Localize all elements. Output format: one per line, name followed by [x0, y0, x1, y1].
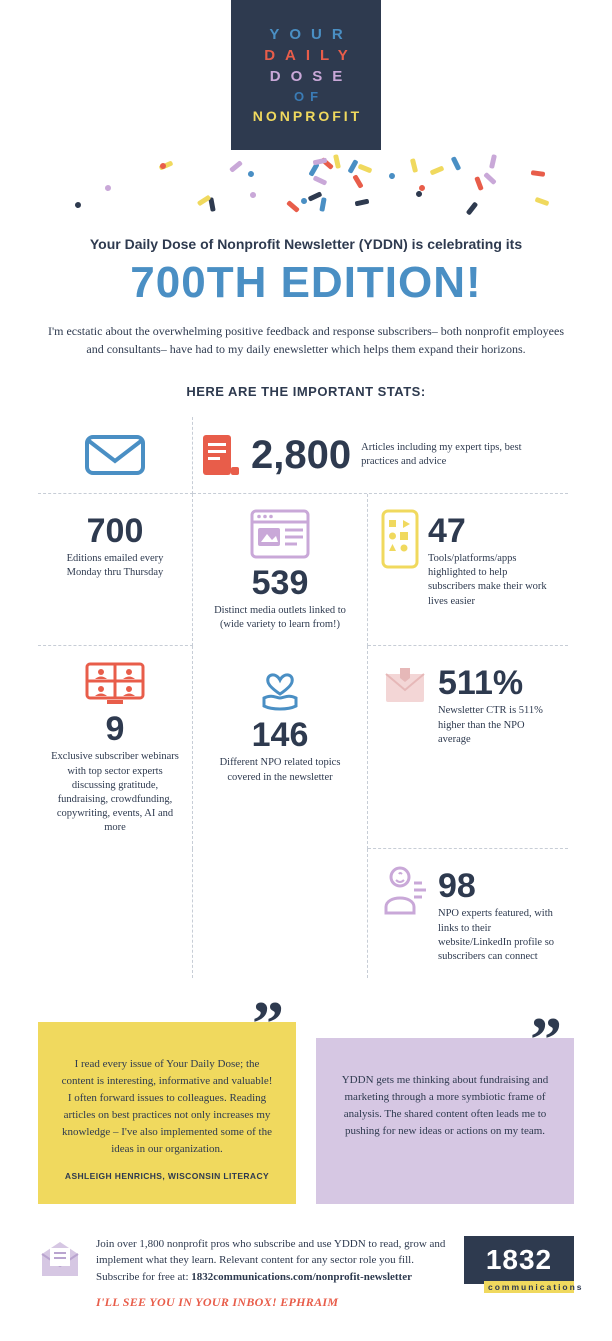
stat-tools-value: 47 [428, 514, 556, 548]
logo-word-nonprofit: NONPROFIT [250, 108, 362, 124]
logo-word-dose: DOSE [260, 68, 353, 85]
phone-apps-icon [380, 508, 420, 570]
stat-experts-value: 98 [438, 869, 556, 903]
stat-outlets-value: 539 [205, 566, 355, 600]
confetti-decor [38, 158, 574, 218]
stat-editions-text: Editions emailed every Monday thru Thurs… [50, 552, 180, 580]
stat-topics-text: Different NPO related topics covered in … [205, 756, 355, 784]
spacer-b [193, 849, 368, 978]
logo-box: YOUR DAILY DOSE OF NONPROFIT [231, 0, 381, 150]
person-icon [380, 863, 430, 917]
browser-icon [205, 508, 355, 560]
stat-experts-text: NPO experts featured, with links to thei… [438, 907, 556, 964]
stats-grid: 2,800 Articles including my expert tips,… [38, 417, 574, 978]
footer-row: Join over 1,800 nonprofit pros who subsc… [38, 1236, 574, 1312]
stat-tools: 47 Tools/platforms/apps highlighted to h… [368, 494, 568, 646]
stat-ctr-value: 511% [438, 666, 556, 700]
stat-topics: 146 Different NPO related topics covered… [193, 646, 368, 849]
mail-heart-icon [380, 660, 430, 710]
testimonial-1-text: I read every issue of Your Daily Dose; t… [60, 1056, 274, 1158]
logo-word-your: YOUR [259, 26, 352, 43]
footer-text: Join over 1,800 nonprofit pros who subsc… [96, 1236, 450, 1312]
brand-number: 1832 [464, 1236, 574, 1284]
signoff-line: I'LL SEE YOU IN YOUR INBOX! EPHRAIM [96, 1293, 450, 1311]
logo-word-daily: DAILY [254, 47, 358, 64]
spacer-a [38, 849, 193, 978]
stat-webinars: 9 Exclusive subscriber webinars with top… [38, 646, 193, 849]
stat-articles: 2,800 Articles including my expert tips,… [193, 417, 568, 494]
brand-tagline: communications [484, 1281, 574, 1293]
testimonial-1: ” I read every issue of Your Daily Dose;… [38, 1022, 296, 1203]
stat-topics-value: 146 [205, 718, 355, 752]
envelope-icon [50, 431, 180, 479]
stat-webinars-value: 9 [50, 712, 180, 746]
quote-mark-icon: ” [252, 1008, 278, 1040]
stat-ctr: 511% Newsletter CTR is 511% higher than … [368, 646, 568, 849]
stat-editions-icon-cell [38, 417, 193, 494]
stat-outlets: 539 Distinct media outlets linked to (wi… [193, 494, 368, 646]
stat-articles-text: Articles including my expert tips, best … [361, 441, 560, 469]
testimonial-2-text: YDDN gets me thinking about fundraising … [338, 1072, 552, 1140]
stat-experts: 98 NPO experts featured, with links to t… [368, 849, 568, 978]
footer-link[interactable]: 1832communications.com/nonprofit-newslet… [191, 1271, 412, 1283]
testimonial-1-attrib: ASHLEIGH HENRICHS, WISCONSIN LITERACY [60, 1170, 274, 1183]
stat-ctr-text: Newsletter CTR is 511% higher than the N… [438, 704, 556, 747]
stat-webinars-text: Exclusive subscriber webinars with top s… [50, 750, 180, 835]
brand-logo: 1832 communications [464, 1236, 574, 1293]
stat-articles-value: 2,800 [251, 435, 351, 475]
hand-heart-icon [205, 660, 355, 712]
meeting-icon [50, 660, 180, 706]
stat-editions-value: 700 [50, 514, 180, 548]
stat-editions: 700 Editions emailed every Monday thru T… [38, 494, 193, 646]
mail-open-icon [38, 1236, 82, 1285]
testimonial-2: ” YDDN gets me thinking about fundraisin… [316, 1038, 574, 1203]
doc-icon [201, 433, 241, 477]
stats-heading: HERE ARE THE IMPORTANT STATS: [38, 384, 574, 399]
stat-tools-text: Tools/platforms/apps highlighted to help… [428, 552, 556, 609]
headline-700th: 700TH EDITION! [38, 258, 574, 308]
testimonial-row: ” I read every issue of Your Daily Dose;… [38, 1008, 574, 1203]
stat-outlets-text: Distinct media outlets linked to (wide v… [205, 604, 355, 632]
intro-body: I'm ecstatic about the overwhelming posi… [38, 322, 574, 358]
intro-line: Your Daily Dose of Nonprofit Newsletter … [38, 236, 574, 252]
quote-mark-icon: ” [530, 1024, 556, 1056]
logo-word-of: OF [288, 89, 324, 104]
